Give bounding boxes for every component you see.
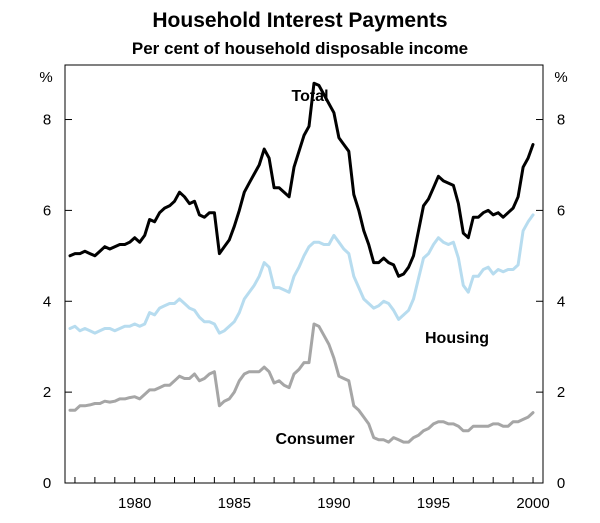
housing-series-label: Housing (425, 330, 489, 347)
x-tick-label: 1980 (118, 495, 151, 512)
x-tick-label: 1990 (317, 495, 350, 512)
x-tick-label: 1985 (218, 495, 251, 512)
y-tick-label-right: 0 (557, 475, 565, 492)
series-lines (68, 81, 535, 444)
x-tick-label: 2000 (516, 495, 549, 512)
y-tick-label-left: 4 (43, 293, 51, 310)
y-tick-label-right: 6 (557, 202, 565, 219)
right-unit-label: % (554, 69, 567, 86)
chart-title: Household Interest Payments (152, 9, 447, 32)
y-tick-label-right: 8 (557, 112, 565, 129)
y-tick-label-left: 6 (43, 202, 51, 219)
left-unit-label: % (39, 69, 52, 86)
y-tick-label-left: 0 (43, 475, 51, 492)
axis-ticks: 0 0 2 2 4 4 6 6 8 8 1980 1985 1990 1995 2000 (43, 112, 565, 512)
series-line-total (68, 81, 535, 278)
plot-frame (64, 64, 544, 484)
series-line-consumer (68, 322, 535, 444)
chart-subtitle: Per cent of household disposable income (132, 39, 468, 58)
x-tick-label: 1995 (417, 495, 450, 512)
y-tick-label-right: 2 (557, 384, 565, 401)
y-tick-label-left: 2 (43, 384, 51, 401)
total-series-label: Total (291, 88, 328, 105)
y-tick-label-right: 4 (557, 293, 565, 310)
consumer-series-label: Consumer (275, 431, 354, 448)
series-line-housing (68, 213, 535, 335)
y-tick-label-left: 8 (43, 112, 51, 129)
